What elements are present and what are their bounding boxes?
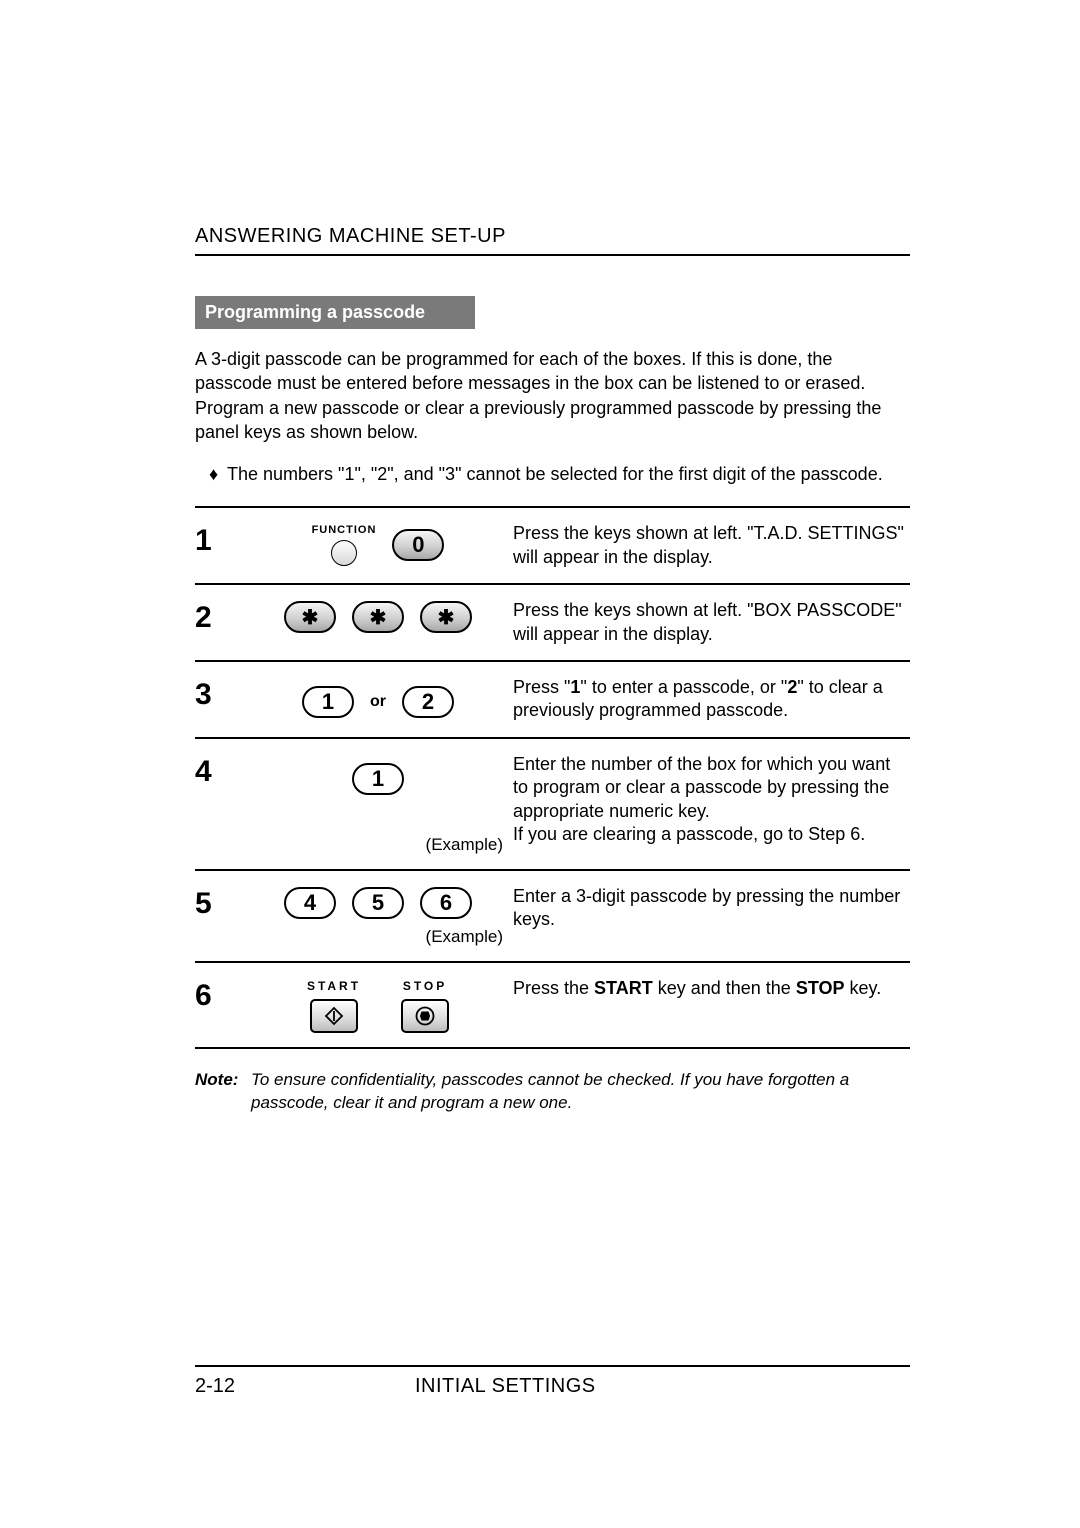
function-button-icon [331, 540, 357, 566]
or-text: or [370, 693, 386, 711]
step-4: 4 1 (Example) Enter the number of the bo… [195, 739, 910, 871]
step-number: 5 [195, 885, 243, 919]
step-number: 4 [195, 753, 243, 787]
function-label: FUNCTION [312, 524, 377, 536]
key-0: 0 [392, 529, 444, 561]
step-1: 1 FUNCTION 0 Press the keys shown at lef… [195, 508, 910, 585]
page-header: ANSWERING MACHINE SET-UP [195, 225, 910, 256]
step-description: Press the keys shown at left. "BOX PASSC… [513, 599, 910, 646]
start-label: START [307, 979, 361, 993]
step-3: 3 1 or 2 Press "1" to enter a passcode, … [195, 662, 910, 739]
step-6: 6 START STOP [195, 963, 910, 1049]
function-key: FUNCTION [312, 524, 377, 566]
stop-label: STOP [403, 979, 447, 993]
stop-button-icon [401, 999, 449, 1033]
footer-title: INITIAL SETTINGS [415, 1375, 910, 1398]
key-star: ✱ [420, 601, 472, 633]
bullet-text: The numbers "1", "2", and "3" cannot be … [227, 462, 883, 486]
step-number: 1 [195, 522, 243, 556]
step-description: Enter a 3-digit passcode by pressing the… [513, 885, 910, 932]
steps-list: 1 FUNCTION 0 Press the keys shown at lef… [195, 506, 910, 1048]
key-5: 5 [352, 887, 404, 919]
key-1: 1 [302, 686, 354, 718]
step-number: 6 [195, 977, 243, 1011]
step-description: Enter the number of the box for which yo… [513, 753, 910, 847]
example-caption: (Example) [243, 927, 513, 947]
key-2: 2 [402, 686, 454, 718]
intro-paragraph: A 3-digit passcode can be programmed for… [195, 347, 910, 444]
start-key: START [307, 979, 361, 1033]
note-block: Note: To ensure confidentiality, passcod… [195, 1069, 910, 1115]
step-5: 5 4 5 6 (Example) Enter a 3-digit passco… [195, 871, 910, 963]
page-footer: 2-12 INITIAL SETTINGS [195, 1365, 910, 1398]
start-button-icon [310, 999, 358, 1033]
example-caption: (Example) [243, 835, 513, 855]
step-number: 3 [195, 676, 243, 710]
step-description: Press the keys shown at left. "T.A.D. SE… [513, 522, 910, 569]
stop-key: STOP [401, 979, 449, 1033]
key-6: 6 [420, 887, 472, 919]
step-graphic: 1 or 2 [243, 676, 513, 718]
step-graphic: 4 5 6 (Example) [243, 885, 513, 947]
manual-page: ANSWERING MACHINE SET-UP Programming a p… [0, 0, 1080, 1528]
section-heading: Programming a passcode [195, 296, 475, 329]
note-label: Note: [195, 1069, 251, 1115]
page-number: 2-12 [195, 1375, 415, 1398]
step-graphic: 1 (Example) [243, 753, 513, 855]
step-2: 2 ✱ ✱ ✱ Press the keys shown at left. "B… [195, 585, 910, 662]
step-graphic: START STOP [243, 977, 513, 1033]
key-star: ✱ [284, 601, 336, 633]
step-graphic: ✱ ✱ ✱ [243, 599, 513, 633]
step-description: Press the START key and then the STOP ke… [513, 977, 910, 1000]
note-text: To ensure confidentiality, passcodes can… [251, 1069, 910, 1115]
diamond-bullet-icon: ♦ [209, 462, 227, 486]
step-number: 2 [195, 599, 243, 633]
key-1: 1 [352, 763, 404, 795]
key-star: ✱ [352, 601, 404, 633]
bullet-note: ♦ The numbers "1", "2", and "3" cannot b… [209, 462, 910, 486]
key-4: 4 [284, 887, 336, 919]
step-graphic: FUNCTION 0 [243, 522, 513, 566]
step-description: Press "1" to enter a passcode, or "2" to… [513, 676, 910, 723]
